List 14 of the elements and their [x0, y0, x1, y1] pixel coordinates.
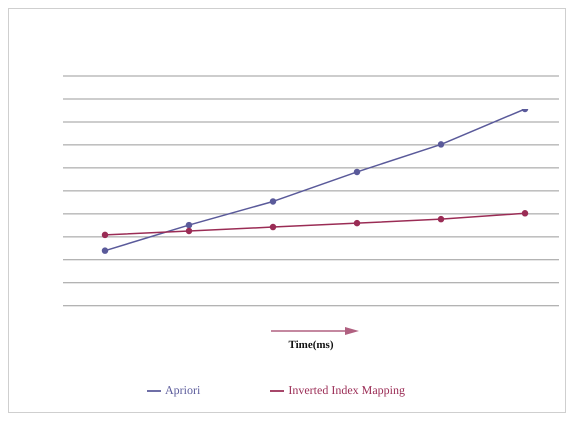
point [102, 232, 108, 238]
legend-label: Apriori [165, 382, 200, 397]
point [270, 198, 276, 205]
point [438, 216, 444, 222]
point [102, 247, 108, 254]
x-axis-title: Time(ms) [288, 338, 334, 351]
point [522, 210, 528, 217]
point [186, 228, 192, 234]
point [354, 220, 360, 226]
point [270, 224, 276, 230]
legend-label: Inverted Index Mapping [288, 382, 405, 397]
point [186, 222, 192, 228]
point [438, 141, 444, 148]
point [354, 168, 360, 176]
